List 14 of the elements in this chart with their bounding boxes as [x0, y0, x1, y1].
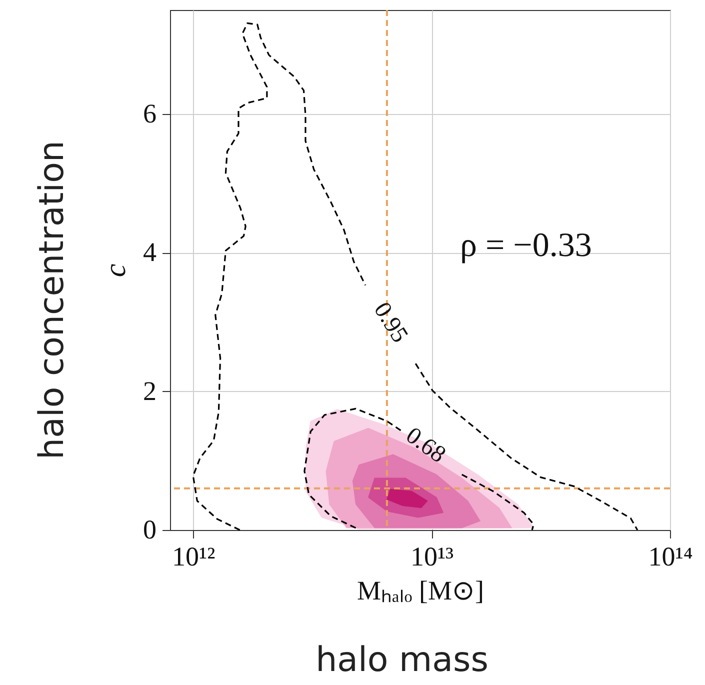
text: halo mass: [316, 640, 488, 680]
x-axis-title: Mₕₐₗₒ [M⊙]: [357, 576, 484, 606]
x-tick-label: 10¹³: [410, 542, 454, 572]
annotation: ρ = −0.33: [460, 227, 592, 264]
y-axis-title: c: [99, 264, 132, 278]
annotation: 0.68: [400, 422, 450, 468]
y-tick-label: 2: [143, 376, 156, 406]
text: halo concentration: [32, 140, 72, 460]
annotation: 0.95: [368, 298, 413, 348]
y-tick-label: 0: [143, 514, 156, 544]
y-tick-label: 4: [143, 237, 157, 268]
x-tick-label: 10¹²: [172, 542, 216, 572]
y-tick-label: 6: [143, 98, 156, 128]
x-tick-label: 10¹⁴: [648, 542, 693, 572]
